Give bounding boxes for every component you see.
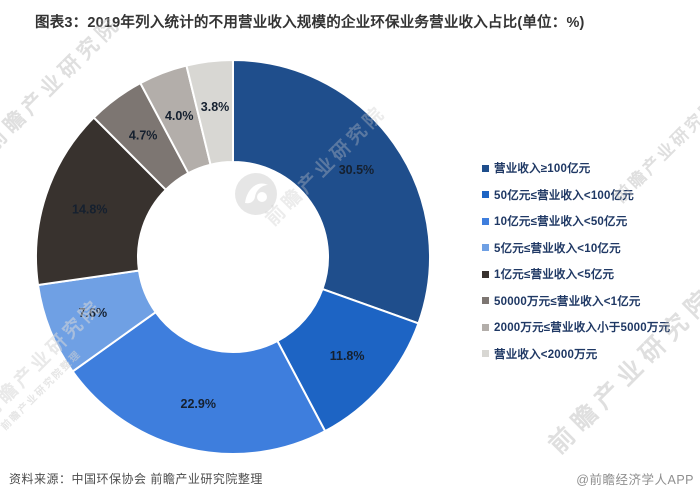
legend-swatch-2	[482, 191, 489, 198]
legend-label-4: 5亿元≤营业收入<10亿元	[494, 242, 621, 255]
legend-swatch-6	[482, 297, 489, 304]
chart-legend: 营业收入≥100亿元 50亿元≤营业收入<100亿元 10亿元≤营业收入<50亿元 5…	[482, 160, 670, 362]
legend-label-6: 50000万元≤营业收入<1亿元	[494, 295, 641, 308]
legend-item-1: 营业收入≥100亿元	[482, 160, 670, 176]
donut-slice-3	[71, 310, 327, 455]
legend-item-4: 5亿元≤营业收入<10亿元	[482, 240, 670, 256]
legend-item-6: 50000万元≤营业收入<1亿元	[482, 293, 670, 309]
donut-slice-8	[185, 58, 234, 166]
legend-label-8: 营业收入<2000万元	[494, 348, 598, 361]
legend-item-5: 1亿元≤营业收入<5亿元	[482, 266, 670, 282]
legend-label-2: 50亿元≤营业收入<100亿元	[494, 189, 635, 202]
donut-chart: 30.5% 11.8% 22.9% 7.6% 14.8% 4.7% 4.0% 3.8%	[35, 58, 431, 455]
legend-swatch-4	[482, 244, 489, 251]
slice-label-2: 11.8%	[330, 349, 365, 363]
slice-label-6: 4.7%	[129, 129, 158, 143]
slice-label-1: 30.5%	[339, 163, 374, 177]
donut-slice-5	[35, 116, 168, 287]
donut-slice-1	[232, 58, 431, 325]
legend-swatch-8	[482, 350, 489, 357]
legend-item-7: 2000万元≤营业收入小于5000万元	[482, 319, 670, 335]
legend-item-2: 50亿元≤营业收入<100亿元	[482, 187, 670, 203]
slice-label-8: 3.8%	[201, 100, 230, 114]
credit-note: @前瞻经济学人APP	[576, 473, 694, 487]
chart-title: 图表3：2019年列入统计的不用营业收入规模的企业环保业务营业收入占比(单位：%…	[35, 15, 585, 31]
legend-item-3: 10亿元≤营业收入<50亿元	[482, 213, 670, 229]
legend-label-7: 2000万元≤营业收入小于5000万元	[494, 322, 671, 334]
legend-item-8: 营业收入<2000万元	[482, 346, 670, 362]
legend-swatch-1	[482, 164, 489, 172]
legend-label-5: 1亿元≤营业收入<5亿元	[494, 269, 615, 281]
legend-swatch-7	[482, 323, 489, 331]
slice-label-5: 14.8%	[72, 202, 107, 216]
slice-label-7: 4.0%	[165, 109, 194, 123]
legend-label-3: 10亿元≤营业收入<50亿元	[494, 216, 628, 228]
slice-label-3: 22.9%	[181, 397, 216, 411]
legend-label-1: 营业收入≥100亿元	[494, 163, 591, 175]
legend-swatch-5	[482, 270, 489, 278]
source-note: 资料来源：中国环保协会 前瞻产业研究院整理	[9, 472, 263, 486]
legend-swatch-3	[482, 217, 489, 225]
slice-label-4: 7.6%	[79, 306, 108, 320]
